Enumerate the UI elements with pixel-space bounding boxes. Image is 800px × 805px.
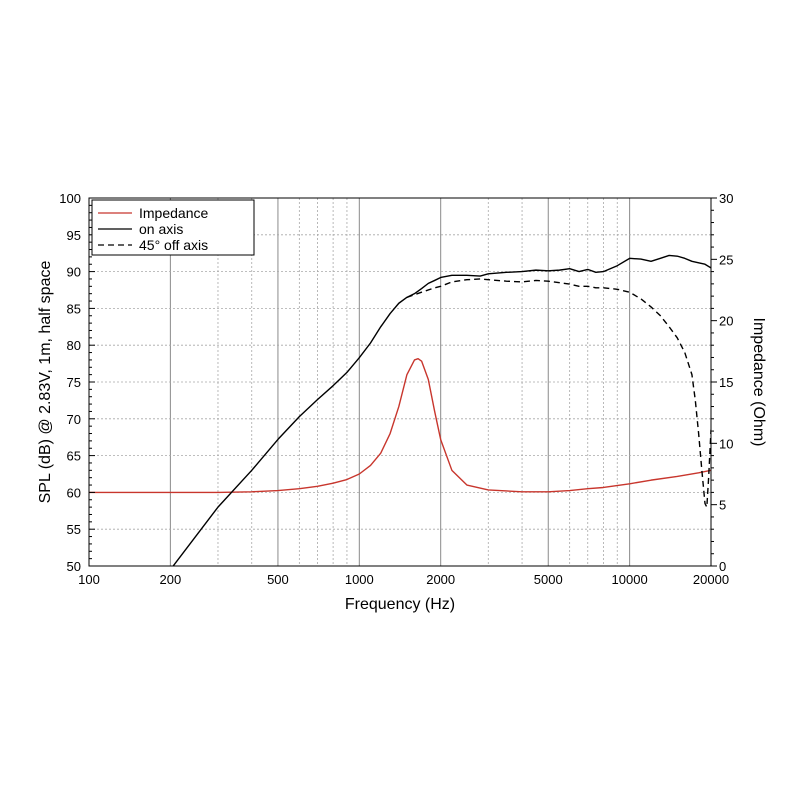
x-tick-label: 500 bbox=[267, 572, 289, 587]
series-line-impedance bbox=[89, 357, 711, 494]
legend-box bbox=[91, 199, 255, 256]
legend-label-off-axis: 45° off axis bbox=[139, 237, 208, 253]
y-axis-label-right: Impedance (Ohm) bbox=[750, 318, 767, 447]
y-right-tick-label: 10 bbox=[719, 436, 733, 451]
series-lines bbox=[89, 254, 711, 566]
x-axis-label: Frequency (Hz) bbox=[345, 596, 455, 613]
x-tick-label: 5000 bbox=[534, 572, 563, 587]
y-left-tick-label: 55 bbox=[67, 522, 81, 537]
y-left-tick-label: 95 bbox=[67, 228, 81, 243]
grid bbox=[89, 198, 711, 566]
y-left-tick-label: 50 bbox=[67, 559, 81, 574]
y-right-tick-label: 15 bbox=[719, 375, 733, 390]
y-right-tick-label: 30 bbox=[719, 191, 733, 206]
y-left-tick-label: 80 bbox=[67, 338, 81, 353]
x-tick-label: 10000 bbox=[612, 572, 648, 587]
y-left-tick-label: 70 bbox=[67, 412, 81, 427]
legend: Impedance on axis 45° off axis bbox=[91, 199, 255, 256]
x-tick-label: 1000 bbox=[345, 572, 374, 587]
y-left-tick-label: 75 bbox=[67, 375, 81, 390]
y-right-tick-label: 0 bbox=[719, 559, 726, 574]
x-tick-label: 100 bbox=[78, 572, 100, 587]
y-left-tick-label: 100 bbox=[59, 191, 81, 206]
y-right-tick-label: 5 bbox=[719, 498, 726, 513]
x-tick-label: 200 bbox=[160, 572, 182, 587]
y-right-tick-label: 20 bbox=[719, 314, 733, 329]
x-tick-label: 20000 bbox=[693, 572, 729, 587]
series-line-on-axis bbox=[172, 254, 711, 566]
series-line-45-off-axis bbox=[406, 278, 711, 508]
legend-label-impedance: Impedance bbox=[139, 205, 208, 221]
x-tick-label: 2000 bbox=[426, 572, 455, 587]
y-axis-label-left: SPL (dB) @ 2.83V, 1m, half space bbox=[37, 261, 54, 504]
y-left-tick-label: 90 bbox=[67, 265, 81, 280]
legend-label-on-axis: on axis bbox=[139, 221, 183, 237]
y-left-tick-label: 85 bbox=[67, 301, 81, 316]
y-left-tick-label: 65 bbox=[67, 449, 81, 464]
y-right-tick-label: 25 bbox=[719, 252, 733, 267]
y-left-tick-label: 60 bbox=[67, 485, 81, 500]
